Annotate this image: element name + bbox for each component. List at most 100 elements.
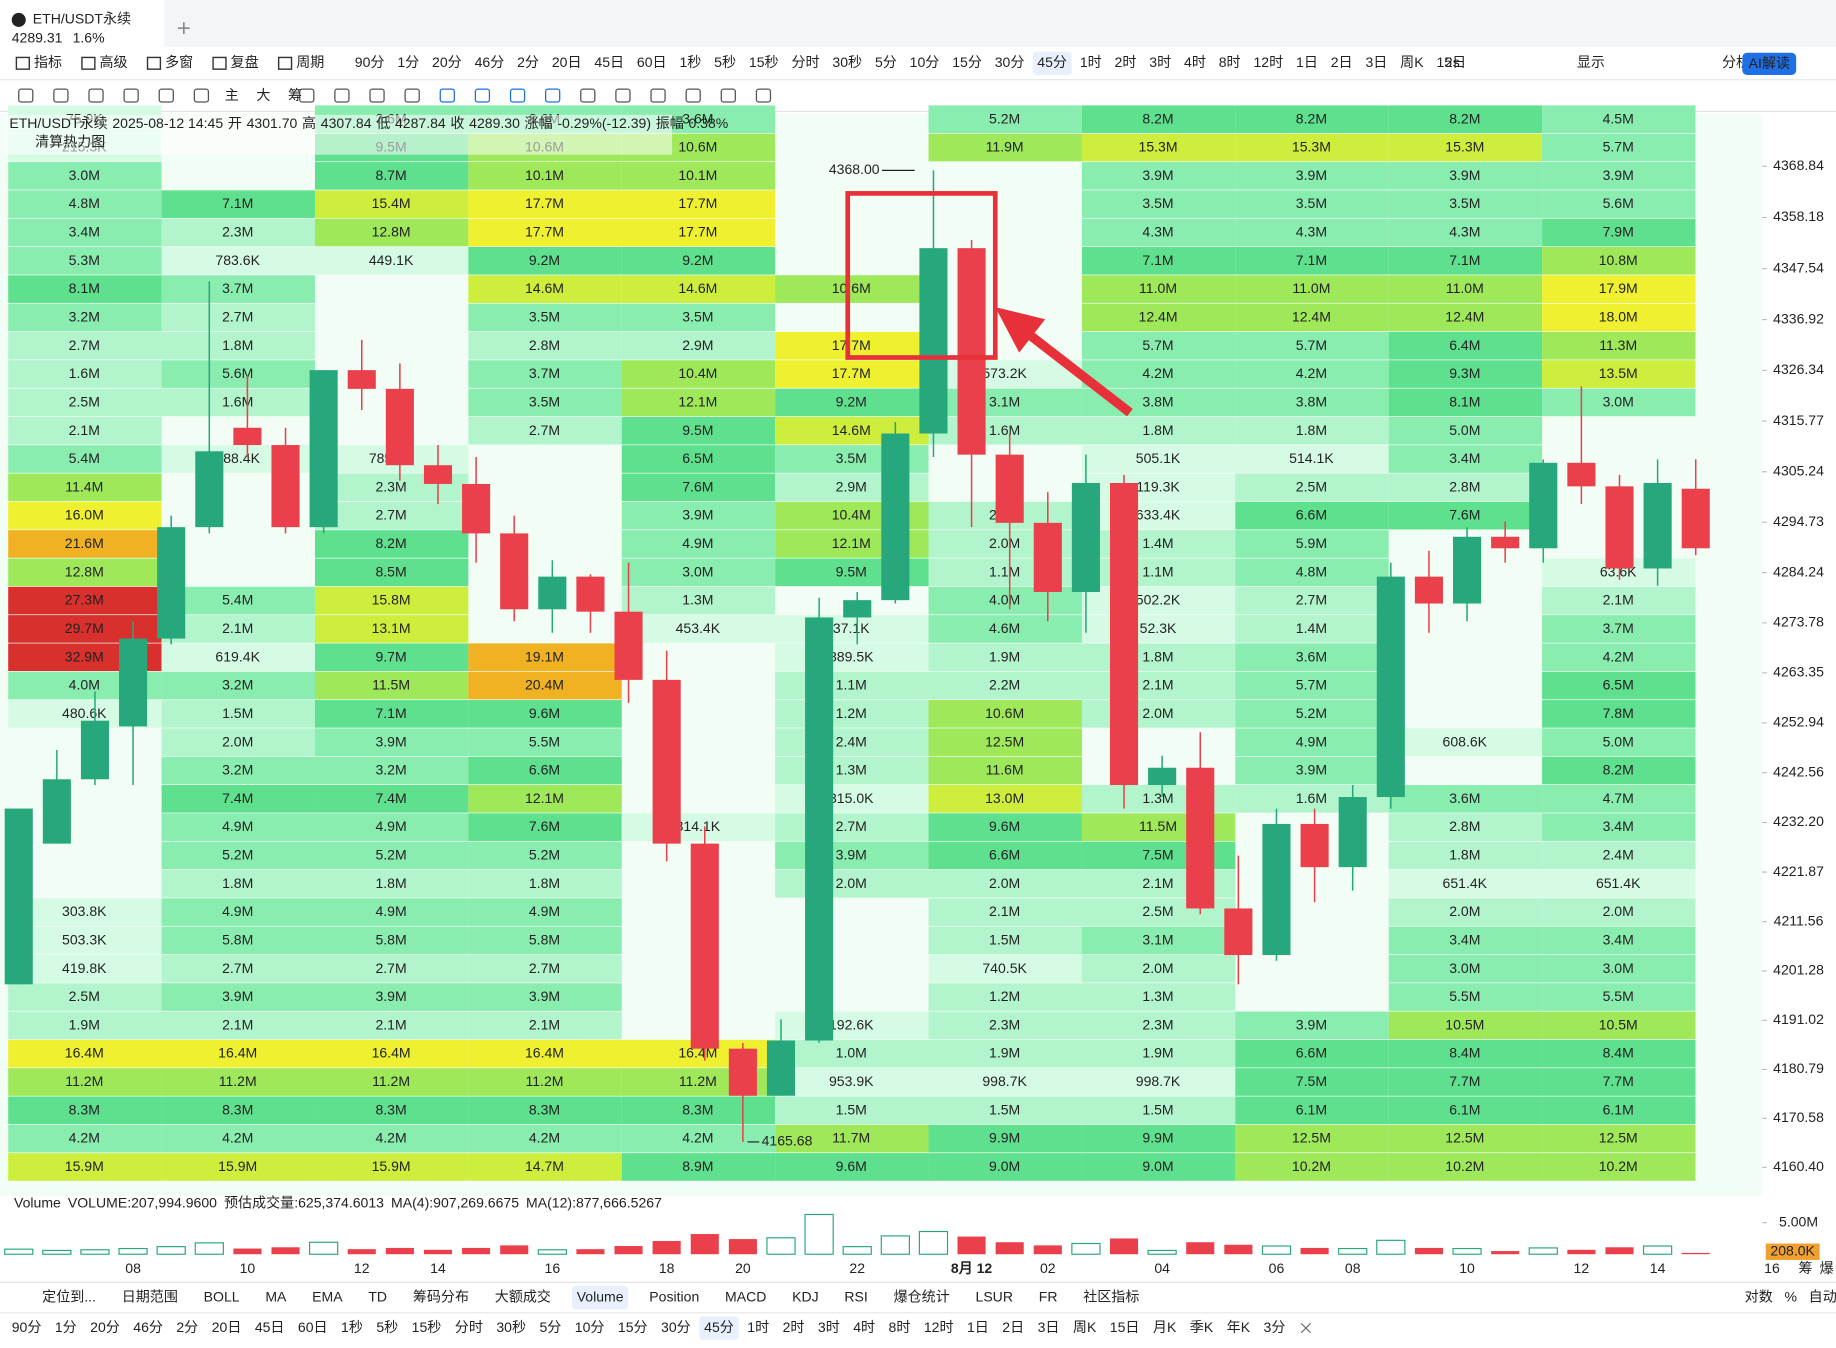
interval[interactable]: 12时 — [1253, 54, 1283, 70]
interval[interactable]: 15秒 — [749, 54, 779, 70]
interval[interactable]: 8时 — [1219, 54, 1241, 70]
toolbar-item[interactable]: 周期 — [296, 54, 324, 70]
ai-button[interactable] — [1742, 52, 1797, 76]
draw-tool[interactable] — [720, 88, 736, 103]
bottom-interval[interactable]: 年K — [1227, 1319, 1251, 1335]
bottom-interval[interactable]: 5分 — [539, 1319, 561, 1335]
interval[interactable]: 3时 — [1149, 54, 1171, 70]
toolbar-item[interactable]: 复盘 — [231, 54, 259, 70]
bottom-interval[interactable]: 1时 — [747, 1319, 769, 1335]
draw-tool[interactable] — [18, 88, 34, 103]
bottom-interval[interactable]: 46分 — [133, 1319, 163, 1335]
draw-tool[interactable] — [509, 88, 526, 103]
interval[interactable]: 5秒 — [714, 54, 736, 70]
axis-option[interactable]: 自动 — [1809, 1288, 1836, 1304]
interval[interactable]: 周K — [1400, 54, 1424, 70]
bottom-interval[interactable]: 15分 — [618, 1319, 648, 1335]
indicator[interactable]: KDJ — [792, 1288, 819, 1304]
draw-tool[interactable] — [88, 88, 104, 103]
indicator[interactable]: BOLL — [204, 1288, 240, 1304]
axis-corner[interactable]: 筹 — [1799, 1260, 1813, 1276]
draw-tool[interactable] — [299, 88, 315, 103]
bottom-interval[interactable]: 15秒 — [412, 1319, 442, 1335]
bottom-interval[interactable]: 8时 — [889, 1319, 911, 1335]
indicator[interactable]: MACD — [725, 1288, 766, 1304]
bottom-interval[interactable]: 1分 — [55, 1319, 77, 1335]
bottom-interval[interactable]: 周K — [1073, 1319, 1097, 1335]
indicator[interactable]: 爆仓统计 — [894, 1288, 950, 1304]
bottom-interval[interactable]: 20分 — [90, 1319, 120, 1335]
indicator[interactable]: EMA — [312, 1288, 343, 1304]
interval[interactable]: 45日 — [594, 54, 624, 70]
interval[interactable]: 30分 — [995, 54, 1025, 70]
bottom-interval[interactable]: 30秒 — [496, 1319, 526, 1335]
draw-tool[interactable] — [193, 88, 210, 103]
draw-tool[interactable] — [53, 88, 69, 103]
indicator[interactable]: 筹码分布 — [413, 1288, 469, 1304]
draw-tool[interactable] — [334, 88, 350, 103]
interval[interactable]: 30秒 — [832, 54, 862, 70]
axis-option[interactable]: % — [1784, 1288, 1796, 1304]
interval[interactable]: 2日 — [1331, 54, 1353, 70]
axis-option[interactable]: 对数 — [1745, 1288, 1773, 1304]
indicator[interactable]: RSI — [844, 1288, 867, 1304]
interval[interactable]: 15日 — [1436, 54, 1466, 70]
interval[interactable]: 46分 — [475, 54, 505, 70]
bottom-interval[interactable]: 10分 — [575, 1319, 605, 1335]
toolbar-item[interactable]: 多窗 — [165, 54, 193, 70]
close-x[interactable] — [1300, 1322, 1311, 1334]
bottom-interval[interactable]: 45分 — [704, 1319, 734, 1335]
bottom-interval[interactable]: 20日 — [212, 1319, 242, 1335]
draw-tool[interactable] — [474, 88, 491, 103]
bottom-interval[interactable]: 1日 — [967, 1319, 989, 1335]
bottom-interval[interactable]: 2日 — [1002, 1319, 1024, 1335]
draw-tool[interactable] — [369, 88, 385, 103]
tool-label[interactable]: 主 — [225, 87, 239, 103]
bottom-interval[interactable]: 分时 — [455, 1319, 483, 1335]
toolbar-right[interactable]: 显示 — [1577, 54, 1605, 70]
interval[interactable]: 1日 — [1296, 54, 1318, 70]
draw-tool[interactable] — [439, 88, 455, 103]
toolbar-item[interactable]: 指标 — [34, 54, 62, 70]
indicator[interactable]: 大额成交 — [495, 1288, 551, 1304]
draw-tool[interactable] — [685, 88, 701, 103]
interval[interactable]: 分时 — [791, 54, 819, 70]
interval[interactable]: 1分 — [397, 54, 419, 70]
interval[interactable]: 1时 — [1080, 54, 1102, 70]
tool-label[interactable]: 筹 — [288, 87, 302, 103]
bottom-interval[interactable]: 月K — [1153, 1319, 1177, 1335]
bottom-interval[interactable]: 15日 — [1110, 1319, 1140, 1335]
interval[interactable]: 10分 — [910, 54, 940, 70]
bottom-interval[interactable]: 2分 — [176, 1319, 198, 1335]
interval[interactable]: 2时 — [1115, 54, 1137, 70]
indicator[interactable]: 社区指标 — [1083, 1288, 1139, 1304]
interval[interactable]: 20分 — [432, 54, 462, 70]
toolbar-right[interactable]: 2s — [1445, 54, 1460, 70]
bottom-interval[interactable]: 3分 — [1264, 1319, 1286, 1335]
draw-tool[interactable] — [158, 88, 174, 103]
bottom-interval[interactable]: 60日 — [298, 1319, 328, 1335]
indicator[interactable]: 定位到... — [42, 1288, 96, 1304]
tool-label[interactable]: 大 — [256, 87, 270, 103]
indicator[interactable]: Volume — [577, 1288, 624, 1304]
bottom-interval[interactable]: 45日 — [255, 1319, 285, 1335]
bottom-interval[interactable]: 90分 — [12, 1319, 42, 1335]
interval[interactable]: 5分 — [875, 54, 897, 70]
bottom-interval[interactable]: 12时 — [924, 1319, 954, 1335]
interval[interactable]: 3日 — [1365, 54, 1387, 70]
bottom-interval[interactable]: 30分 — [661, 1319, 691, 1335]
toolbar-item[interactable]: 高级 — [100, 54, 128, 70]
draw-tool[interactable] — [404, 88, 420, 103]
bottom-interval[interactable]: 5秒 — [376, 1319, 398, 1335]
draw-tool[interactable] — [615, 88, 631, 103]
axis-corner[interactable]: 爆 — [1820, 1260, 1834, 1276]
interval[interactable]: 90分 — [355, 54, 385, 70]
draw-tool[interactable] — [650, 88, 666, 103]
bottom-interval[interactable]: 季K — [1190, 1319, 1214, 1335]
bottom-interval[interactable]: 4时 — [853, 1319, 875, 1335]
draw-tool[interactable] — [123, 88, 139, 103]
bottom-interval[interactable]: 3时 — [818, 1319, 840, 1335]
draw-tool[interactable] — [545, 88, 561, 103]
tab[interactable] — [0, 0, 164, 47]
interval[interactable]: 20日 — [552, 54, 582, 70]
